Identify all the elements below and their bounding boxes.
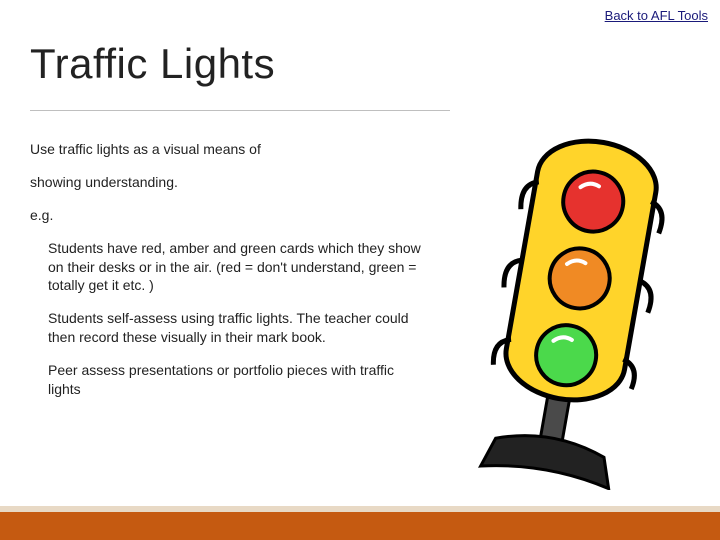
example-1: Students have red, amber and green cards… — [48, 239, 428, 296]
body-content: Use traffic lights as a visual means of … — [30, 140, 430, 413]
base — [481, 427, 616, 489]
traffic-light-illustration — [460, 120, 690, 490]
footer-bar — [0, 512, 720, 540]
intro-line-2: showing understanding. — [30, 173, 430, 192]
page-title: Traffic Lights — [30, 40, 275, 88]
example-3: Peer assess presentations or portfolio p… — [48, 361, 428, 399]
back-to-afl-tools-link[interactable]: Back to AFL Tools — [605, 8, 708, 23]
title-divider — [30, 110, 450, 111]
intro-line-1: Use traffic lights as a visual means of — [30, 140, 430, 159]
eg-label: e.g. — [30, 206, 430, 225]
example-2: Students self-assess using traffic light… — [48, 309, 428, 347]
